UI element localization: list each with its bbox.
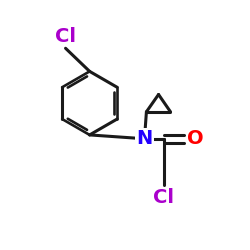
Text: O: O	[188, 129, 204, 148]
Text: Cl: Cl	[55, 27, 76, 46]
Text: N: N	[136, 129, 152, 148]
Text: Cl: Cl	[153, 188, 174, 208]
